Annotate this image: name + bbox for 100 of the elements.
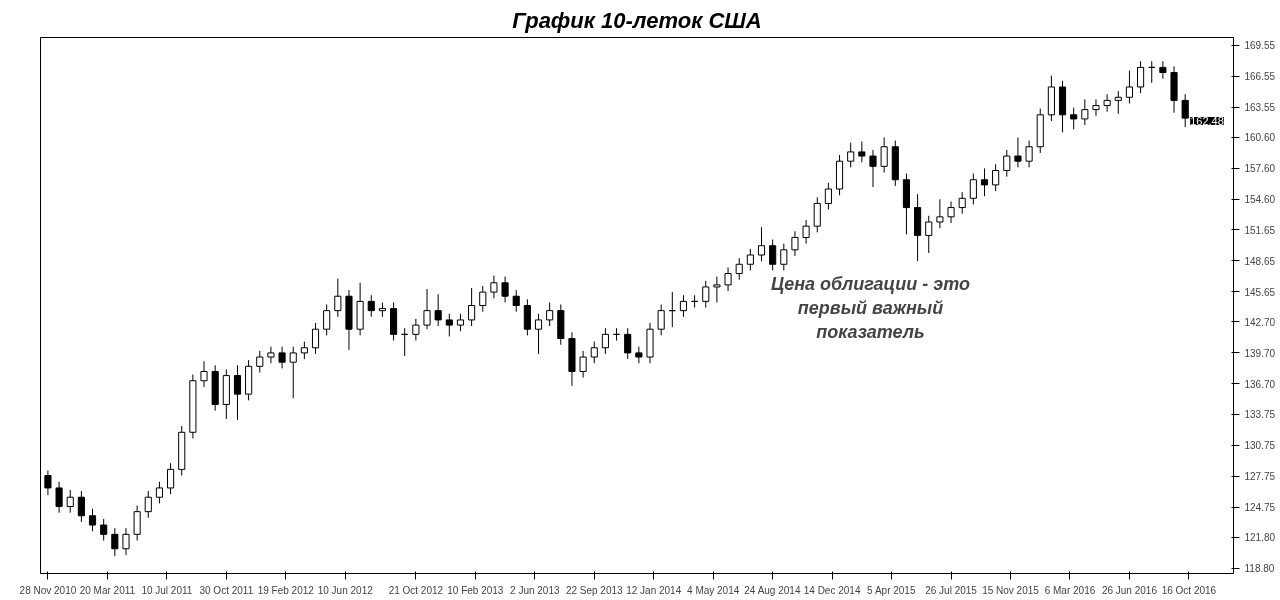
x-tick-label: 10 Jun 2012 — [317, 584, 374, 596]
x-tick-label: 5 Apr 2015 — [867, 584, 916, 596]
candlestick — [1081, 98, 1089, 126]
candlestick — [423, 288, 431, 330]
x-tick-label: 26 Jul 2015 — [925, 584, 978, 596]
candlestick — [601, 327, 609, 355]
y-tick-label: 157.60 — [1244, 163, 1276, 175]
candlestick — [278, 346, 286, 369]
annotation: Цена облигации - это первый важный показатель — [771, 273, 970, 342]
candlestick — [367, 294, 375, 318]
candlestick — [713, 276, 721, 303]
x-tick-label: 4 May 2014 — [687, 584, 740, 596]
y-tick-label: 121.80 — [1244, 532, 1276, 544]
annotation: 162.48 — [1190, 115, 1224, 128]
candlestick — [969, 173, 977, 205]
x-tick-label: 26 Jun 2016 — [1101, 584, 1158, 596]
candlestick — [925, 215, 933, 254]
candlestick — [1014, 136, 1022, 168]
candlestick — [657, 303, 665, 336]
candlestick — [679, 294, 688, 318]
x-tick-label: 19 Feb 2012 — [257, 584, 315, 596]
candlestick — [512, 289, 520, 313]
candlestick — [769, 239, 777, 271]
candlestick — [1159, 60, 1167, 80]
candlestick — [167, 462, 175, 495]
candlestick — [267, 346, 275, 364]
x-tick-label: 14 Dec 2014 — [803, 584, 861, 596]
candlestick — [546, 301, 554, 327]
y-tick-label: 169.55 — [1244, 40, 1276, 52]
y-tick-label: 124.75 — [1244, 502, 1276, 514]
candlestick — [289, 346, 297, 399]
candlestick — [735, 257, 743, 281]
candlestick — [490, 275, 498, 299]
candlestick — [256, 350, 264, 373]
candlestick — [334, 278, 342, 318]
candlestick — [1137, 60, 1145, 94]
candlestick — [1103, 93, 1111, 113]
candlestick — [55, 481, 63, 514]
x-tick-label: 22 Sep 2013 — [565, 584, 624, 596]
candlestick — [780, 243, 788, 271]
candlestick — [44, 469, 52, 496]
x-tick-label: 21 Oct 2012 — [388, 584, 444, 596]
candlestick — [702, 280, 710, 309]
candlestick — [122, 527, 130, 556]
x-tick-label: 10 Jul 2011 — [141, 584, 193, 596]
candlestick — [1003, 149, 1011, 178]
candlestick — [534, 313, 543, 355]
candlestick — [791, 230, 799, 257]
candlestick — [824, 182, 832, 211]
candlestick — [1025, 140, 1033, 168]
candlestick — [200, 360, 208, 388]
y-tick-label: 160.60 — [1244, 132, 1276, 144]
candlestick — [1114, 90, 1122, 115]
y-tick-label: 118.80 — [1244, 563, 1275, 575]
x-tick-label: 12 Jan 2014 — [626, 584, 682, 596]
candlestick — [66, 489, 74, 514]
candlestick — [100, 518, 108, 542]
candlestick — [992, 163, 1000, 192]
y-tick-label: 151.65 — [1244, 224, 1276, 236]
candlestick — [958, 191, 966, 215]
y-tick-label: 133.75 — [1244, 409, 1276, 421]
x-tick-label: 6 Mar 2016 — [1044, 584, 1096, 596]
chart-title: График 10-леток США — [512, 7, 762, 33]
candlestick — [635, 346, 643, 364]
candlestick — [724, 266, 732, 292]
x-tick-label: 30 Oct 2011 — [199, 584, 254, 596]
candlestick — [412, 318, 420, 342]
y-tick-label: 130.75 — [1244, 440, 1276, 452]
candlestick — [624, 327, 632, 360]
x-tick-label: 24 Aug 2014 — [744, 584, 801, 596]
candlestick — [880, 136, 888, 174]
y-tick-label: 148.65 — [1244, 255, 1276, 267]
y-tick-label: 139.70 — [1244, 347, 1276, 359]
x-tick-label: 15 Nov 2015 — [982, 584, 1040, 596]
candlestick — [802, 219, 810, 245]
candlestick — [579, 350, 587, 379]
x-tick-label: 16 Oct 2016 — [1161, 584, 1217, 596]
x-tick-label: 20 Mar 2011 — [79, 584, 136, 596]
candlestick — [1092, 98, 1100, 117]
candlestick — [144, 490, 152, 519]
x-tick-label: 2 Jun 2013 — [510, 584, 560, 596]
candlestick — [757, 226, 766, 262]
candlestick — [1125, 69, 1133, 104]
x-tick-label: 28 Nov 2010 — [19, 584, 77, 596]
y-tick-label: 163.55 — [1244, 102, 1276, 114]
candlestick — [847, 142, 855, 168]
y-tick-label: 127.75 — [1244, 471, 1276, 483]
candlestick — [323, 303, 331, 336]
candlestick — [311, 322, 320, 355]
candlestick — [133, 504, 141, 542]
candlestick — [858, 141, 866, 163]
candlestick — [88, 508, 97, 532]
y-tick-label: 154.60 — [1244, 194, 1276, 206]
candlestick — [77, 490, 85, 523]
candlestick — [434, 293, 442, 327]
y-tick-label: 166.55 — [1244, 71, 1276, 83]
y-tick-label: 136.70 — [1244, 378, 1276, 390]
candlestick — [980, 167, 989, 197]
candlestick — [233, 364, 242, 421]
candlestick — [746, 248, 754, 271]
